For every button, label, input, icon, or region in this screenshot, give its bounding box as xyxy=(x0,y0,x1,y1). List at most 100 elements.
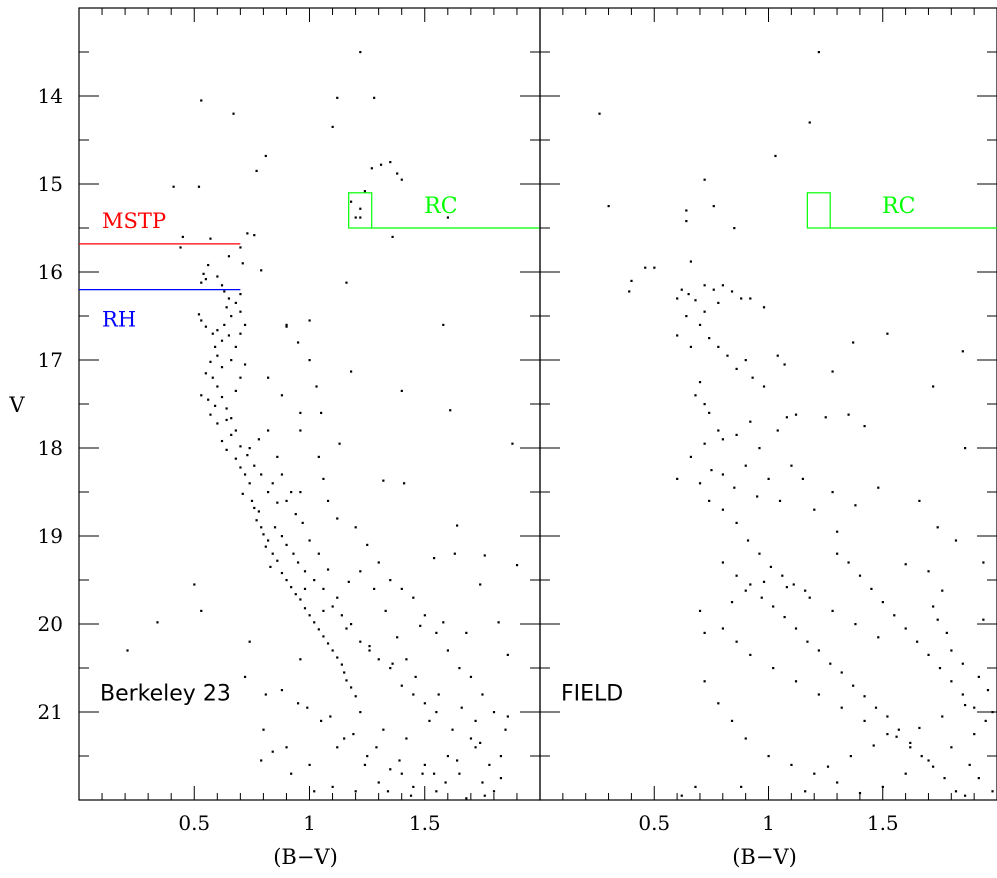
star-point xyxy=(794,680,798,683)
star-point xyxy=(234,345,237,348)
star-point xyxy=(886,715,889,718)
label-rh: RH xyxy=(102,308,136,332)
star-point xyxy=(740,297,743,300)
star-point xyxy=(331,649,334,652)
star-point xyxy=(744,464,747,467)
star-point xyxy=(749,653,752,656)
star-point xyxy=(717,702,720,705)
star-point xyxy=(886,733,889,736)
star-point xyxy=(826,765,830,768)
star-point xyxy=(479,741,482,744)
star-point xyxy=(776,429,779,432)
star-point xyxy=(746,539,750,542)
star-point xyxy=(326,642,330,645)
star-point xyxy=(248,447,251,450)
star-point xyxy=(453,552,456,555)
star-point xyxy=(126,649,129,652)
star-point xyxy=(733,227,736,230)
star-point xyxy=(458,667,461,670)
star-point xyxy=(216,329,219,332)
star-point xyxy=(331,605,334,608)
stars xyxy=(126,51,519,800)
star-point xyxy=(200,319,203,322)
star-point xyxy=(290,491,293,494)
star-point xyxy=(313,790,316,793)
star-point xyxy=(446,216,449,219)
star-point xyxy=(893,614,896,617)
star-point xyxy=(936,618,939,621)
star-point xyxy=(197,313,201,316)
star-point xyxy=(698,323,702,326)
star-point xyxy=(343,737,346,740)
star-point xyxy=(792,583,795,586)
star-point xyxy=(465,797,468,800)
star-point xyxy=(336,596,339,599)
star-point xyxy=(294,513,297,516)
star-point xyxy=(264,545,267,548)
star-point xyxy=(442,323,445,326)
star-point xyxy=(303,587,307,590)
star-point xyxy=(904,563,907,566)
star-point xyxy=(260,759,263,762)
star-point xyxy=(280,394,284,397)
star-point xyxy=(403,482,406,485)
star-point xyxy=(895,735,898,738)
star-point xyxy=(733,486,736,489)
rc-box xyxy=(348,192,373,229)
star-point xyxy=(280,689,284,692)
star-point xyxy=(200,609,203,612)
star-point xyxy=(223,323,226,326)
y-tick-label: 16 xyxy=(38,260,63,284)
star-point xyxy=(488,763,491,766)
star-point xyxy=(336,96,339,99)
star-point xyxy=(239,466,242,469)
star-point xyxy=(264,693,267,696)
star-point xyxy=(909,746,912,749)
panel-annotation: Berkeley 23 xyxy=(100,682,231,707)
star-point xyxy=(689,260,693,263)
star-point xyxy=(506,653,509,656)
star-point xyxy=(607,205,610,208)
star-point xyxy=(230,315,233,318)
y-tick-label: 18 xyxy=(38,436,63,460)
star-point xyxy=(248,482,251,485)
star-point xyxy=(943,777,946,780)
star-point xyxy=(694,394,697,397)
star-point xyxy=(326,568,330,571)
star-point xyxy=(320,719,323,722)
star-point xyxy=(703,178,706,181)
star-point xyxy=(271,482,274,485)
star-point xyxy=(322,477,325,480)
star-point xyxy=(794,627,798,630)
star-point xyxy=(349,370,353,373)
star-point xyxy=(927,653,930,656)
star-point xyxy=(474,719,477,722)
star-point xyxy=(345,627,348,630)
star-point xyxy=(220,284,224,287)
star-point xyxy=(172,185,175,188)
star-point xyxy=(698,482,702,485)
star-point xyxy=(474,746,477,749)
star-point xyxy=(847,561,850,564)
star-point xyxy=(340,614,343,617)
star-point xyxy=(241,492,244,495)
star-point xyxy=(932,385,935,388)
label-mstp: MSTP xyxy=(102,209,166,233)
star-point xyxy=(767,477,770,480)
star-point xyxy=(234,429,237,432)
star-point xyxy=(813,508,816,511)
star-point xyxy=(465,631,468,634)
star-point xyxy=(685,219,688,223)
star-point xyxy=(836,781,839,784)
star-point xyxy=(432,772,436,775)
star-point xyxy=(308,319,311,322)
star-point xyxy=(446,649,449,652)
star-point xyxy=(396,172,399,175)
star-point xyxy=(708,499,711,502)
star-point xyxy=(220,339,224,342)
star-point xyxy=(253,506,256,510)
star-point xyxy=(730,719,734,722)
star-point xyxy=(347,580,350,583)
star-point xyxy=(920,755,923,758)
star-point xyxy=(840,706,843,709)
